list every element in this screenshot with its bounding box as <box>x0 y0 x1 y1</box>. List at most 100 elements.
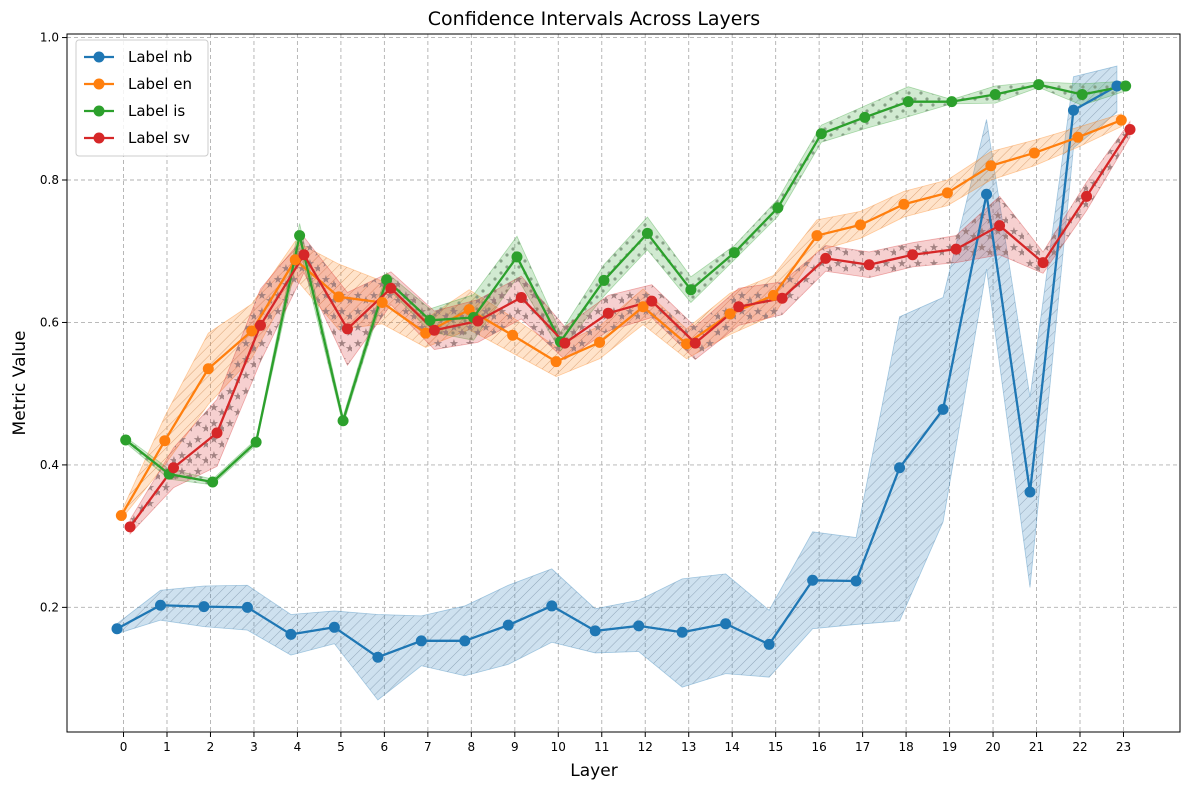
x-axis-label: Layer <box>570 761 617 781</box>
label-nb-point-6 <box>372 651 384 663</box>
label-sv-point-4 <box>298 249 310 261</box>
x-tick-label: 11 <box>594 740 609 754</box>
label-nb-point-11 <box>589 625 601 637</box>
label-en-point-19 <box>941 187 953 199</box>
label-is-point-13 <box>685 284 697 296</box>
x-tick-label: 2 <box>207 740 215 754</box>
label-en-point-1 <box>159 435 171 447</box>
x-tick-label: 13 <box>681 740 696 754</box>
label-sv-point-6 <box>385 282 397 294</box>
y-axis-label: Metric Value <box>10 331 30 436</box>
label-en-point-22 <box>1072 131 1084 143</box>
label-en-point-23 <box>1115 114 1127 126</box>
label-nb-point-16 <box>807 574 819 586</box>
label-sv-point-15 <box>776 292 788 304</box>
label-en-point-5 <box>333 291 345 303</box>
label-is-point-16 <box>815 128 827 140</box>
label-nb-point-14 <box>720 618 732 630</box>
legend: Label nb Label en Label is Label sv <box>75 39 209 157</box>
label-nb-point-9 <box>502 619 514 631</box>
label-sv-point-18 <box>907 249 919 261</box>
label-en-point-20 <box>985 160 997 172</box>
label-nb-point-18 <box>894 462 906 474</box>
label-en-point-4 <box>289 254 301 266</box>
x-tick-label: 18 <box>898 740 913 754</box>
x-tick-label: 12 <box>638 740 653 754</box>
label-sv-point-5 <box>341 323 353 335</box>
label-sv-point-9 <box>515 292 527 304</box>
plot-area-frame <box>66 33 1181 733</box>
label-is-point-21 <box>1033 79 1045 91</box>
y-tick-label: 0.4 <box>40 458 59 472</box>
label-en-line <box>120 119 1122 517</box>
label-sv-point-17 <box>863 259 875 271</box>
x-tick-label: 0 <box>120 740 128 754</box>
label-en-point-13 <box>681 338 693 350</box>
label-en-point-7 <box>420 327 432 339</box>
label-en-point-10 <box>550 356 562 368</box>
x-tick-label: 4 <box>294 740 302 754</box>
label-is-point-4 <box>294 230 306 242</box>
label-sv-point-2 <box>211 427 223 439</box>
label-nb-point-17 <box>850 575 862 587</box>
legend-label-label-sv: Label sv <box>128 129 190 147</box>
label-en-point-17 <box>854 219 866 231</box>
label-nb-point-7 <box>415 635 427 647</box>
label-en-point-11 <box>594 336 606 348</box>
label-sv-point-23 <box>1124 123 1136 135</box>
label-is-point-9 <box>511 251 523 263</box>
label-nb-point-22 <box>1067 104 1079 116</box>
label-en-point-9 <box>507 329 519 341</box>
label-nb-point-4 <box>285 628 297 640</box>
label-nb-point-19 <box>937 403 949 415</box>
label-is-point-14 <box>728 247 740 259</box>
label-en-point-15 <box>767 289 779 301</box>
chart-title: Confidence Intervals Across Layers <box>428 8 760 30</box>
label-sv-point-10 <box>559 337 571 349</box>
label-sv-point-0 <box>124 521 136 533</box>
label-is-point-3 <box>250 436 262 448</box>
label-nb-point-13 <box>676 626 688 638</box>
x-tick-label: 16 <box>812 740 827 754</box>
y-tick-label: 0.8 <box>40 173 59 187</box>
x-tick-label: 22 <box>1072 740 1087 754</box>
label-en-point-21 <box>1028 147 1040 159</box>
label-sv-point-12 <box>646 295 658 307</box>
label-is-point-0 <box>120 434 132 446</box>
x-tick-label: 14 <box>725 740 740 754</box>
x-tick-label: 23 <box>1116 740 1131 754</box>
label-is-line <box>124 83 1126 484</box>
legend-label-label-nb: Label nb <box>128 48 192 66</box>
label-en-point-3 <box>246 325 258 337</box>
label-en-point-0 <box>115 509 127 521</box>
label-is-point-15 <box>772 202 784 214</box>
confidence-bands <box>116 65 1131 701</box>
label-sv-point-1 <box>168 462 180 474</box>
label-en-point-18 <box>898 198 910 210</box>
label-en-point-12 <box>637 301 649 313</box>
label-is-point-6 <box>381 274 393 286</box>
label-nb-band-hatch <box>116 66 1117 700</box>
label-is-point-12 <box>641 227 653 239</box>
legend-marker-label-is <box>93 105 105 117</box>
label-is-point-7 <box>424 314 436 326</box>
x-tick-label: 3 <box>250 740 258 754</box>
x-tick-label: 20 <box>985 740 1000 754</box>
label-en-point-16 <box>811 230 823 242</box>
legend-label-label-en: Label en <box>128 75 192 93</box>
label-nb-point-12 <box>633 620 645 632</box>
label-sv-point-19 <box>950 243 962 255</box>
x-tick-label: 19 <box>942 740 957 754</box>
label-is-point-2 <box>207 476 219 488</box>
label-nb-point-1 <box>154 599 166 611</box>
label-sv-point-14 <box>733 301 745 313</box>
x-tick-label: 5 <box>337 740 345 754</box>
label-en-point-2 <box>202 363 214 375</box>
x-tick-label: 21 <box>1029 740 1044 754</box>
x-tick-label: 7 <box>424 740 432 754</box>
label-nb-point-10 <box>546 600 558 612</box>
label-sv-point-7 <box>428 324 440 336</box>
x-tick-label: 8 <box>468 740 476 754</box>
label-sv-point-13 <box>689 337 701 349</box>
